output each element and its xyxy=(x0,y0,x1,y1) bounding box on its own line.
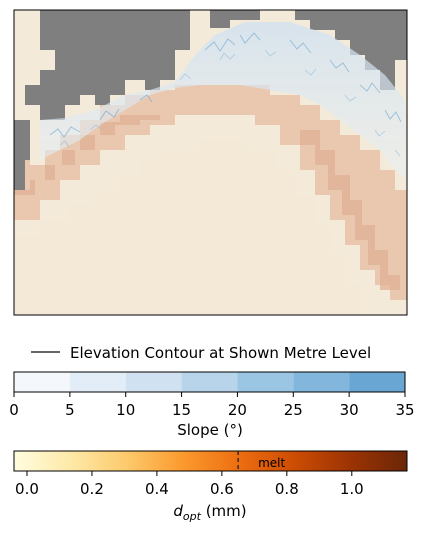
nodata-region-top-left xyxy=(25,10,190,120)
slope-overlay xyxy=(40,22,407,180)
orange-band-right xyxy=(300,130,400,290)
dopt-colorbar-ticks: 0.0 0.2 0.4 0.6 0.8 1.0 xyxy=(15,471,364,498)
slope-tick-label: 20 xyxy=(228,401,247,419)
orange-band-inner xyxy=(14,115,160,195)
nodata-region-left xyxy=(14,120,30,190)
slope-tick-label: 0 xyxy=(9,401,19,419)
dopt-tick-label: 0.2 xyxy=(80,480,104,498)
dopt-label-var: d xyxy=(173,502,183,520)
slope-colorbar-bin xyxy=(14,372,70,392)
dopt-colorbar-gradient xyxy=(14,451,407,471)
slope-colorbar-bin xyxy=(349,372,405,392)
legend-label: Elevation Contour at Shown Metre Level xyxy=(70,344,371,362)
slope-tick-label: 10 xyxy=(116,401,135,419)
dopt-tick-label: 0.4 xyxy=(145,480,169,498)
melt-marker-label: melt xyxy=(258,456,285,470)
nodata-region-mid xyxy=(210,10,260,28)
slope-tick-label: 30 xyxy=(340,401,359,419)
slope-colorbar-bins xyxy=(14,372,405,392)
legend: Elevation Contour at Shown Metre Level xyxy=(31,344,371,362)
map-frame xyxy=(13,9,408,316)
dopt-tick-label: 0.6 xyxy=(210,480,234,498)
slope-colorbar-bin xyxy=(125,372,182,392)
map-panel xyxy=(14,10,407,315)
dopt-label-unit: (mm) xyxy=(201,502,247,520)
slope-colorbar-frame xyxy=(13,371,406,393)
slope-colorbar-bin xyxy=(181,372,238,392)
dopt-colorbar-label: dopt (mm) xyxy=(173,502,246,523)
slope-colorbar-ticks: 0 5 10 15 20 25 30 35 xyxy=(9,392,415,419)
slope-tick-label: 35 xyxy=(395,401,414,419)
slope-tick-label: 25 xyxy=(284,401,303,419)
slope-colorbar-bin xyxy=(293,372,350,392)
slope-colorbar-label: Slope (°) xyxy=(177,421,243,439)
slope-colorbar: 0 5 10 15 20 25 30 35 Slope (°) xyxy=(9,371,415,439)
slope-colorbar-bin xyxy=(69,372,126,392)
slope-tick-label: 5 xyxy=(65,401,75,419)
dopt-label-sub: opt xyxy=(183,510,202,523)
dopt-tick-label: 0.8 xyxy=(275,480,299,498)
dopt-tick-label: 0.0 xyxy=(15,480,39,498)
slope-colorbar-bin xyxy=(237,372,294,392)
dopt-colorbar-frame xyxy=(13,450,408,472)
dopt-colorbar: melt 0.0 0.2 0.4 0.6 0.8 1.0 dopt (mm) xyxy=(13,450,408,523)
slope-tick-label: 15 xyxy=(172,401,191,419)
lower-light-area xyxy=(14,140,360,315)
dopt-tick-label: 1.0 xyxy=(340,480,364,498)
